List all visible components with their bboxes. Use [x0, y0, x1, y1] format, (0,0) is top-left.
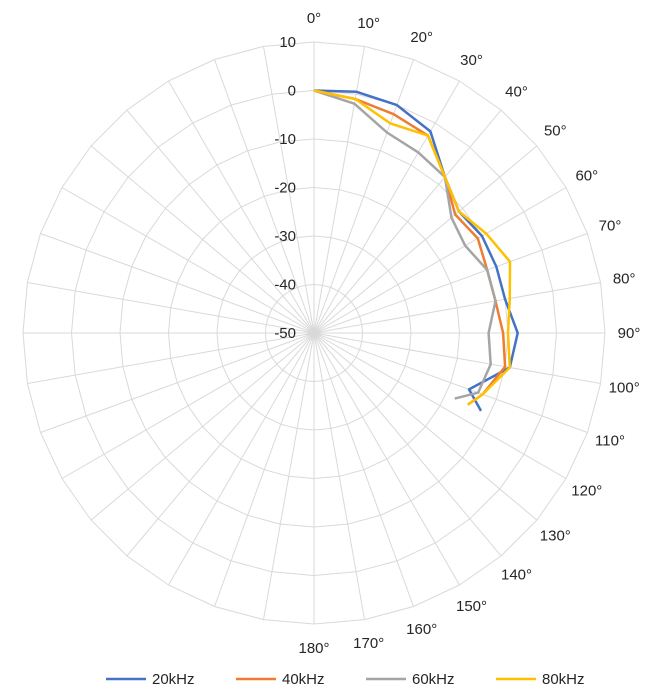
- legend-label: 20kHz: [152, 671, 195, 688]
- radial-tick-label: -30: [274, 228, 296, 245]
- radial-tick-label: -10: [274, 131, 296, 148]
- radial-tick-labels: 10 0 -10 -20 -30 -40 -50: [274, 34, 296, 342]
- angle-label: 20°: [410, 29, 433, 46]
- angle-labels: 0° 10° 20° 30° 40° 50° 60° 70° 80° 90° 100° 110° 120…: [298, 10, 640, 657]
- grid-spoke: [27, 282, 315, 334]
- grid-spoke: [126, 109, 315, 334]
- angle-label: 30°: [460, 52, 483, 69]
- series-line-20kHz: [313, 89, 519, 412]
- angle-label: 0°: [307, 10, 321, 27]
- grid-spoke: [313, 109, 502, 334]
- grid-spoke: [90, 332, 315, 521]
- series-line-40kHz: [313, 89, 507, 406]
- grid-spoke: [27, 332, 315, 384]
- radial-tick-label: -50: [274, 325, 296, 342]
- grid-spoke: [313, 145, 538, 334]
- legend-label: 60kHz: [412, 671, 455, 688]
- angle-label: 50°: [544, 123, 567, 140]
- angle-label: 60°: [575, 168, 598, 185]
- series-line-60kHz: [313, 89, 497, 400]
- grid-spoke: [313, 332, 588, 433]
- angle-label: 180°: [298, 640, 329, 657]
- grid-spoke: [214, 332, 315, 607]
- radial-tick-label: 10: [279, 34, 296, 51]
- grid-spoke: [313, 80, 460, 334]
- grid-spoke: [40, 233, 315, 334]
- grid-spoke: [313, 282, 601, 334]
- grid-spoke: [313, 332, 502, 557]
- angle-label: 150°: [456, 598, 487, 615]
- angle-label: 160°: [406, 621, 437, 638]
- grid-spoke: [313, 187, 567, 334]
- grid-spoke: [126, 332, 315, 557]
- radial-tick-label: -20: [274, 180, 296, 197]
- grid-spoke: [90, 145, 315, 334]
- grid-spoke: [313, 59, 414, 334]
- radial-tick-label: 0: [288, 83, 296, 100]
- angle-label: 100°: [609, 380, 640, 397]
- angle-label: 110°: [595, 433, 625, 450]
- angle-label: 170°: [353, 635, 384, 652]
- grid-spoke: [61, 332, 315, 479]
- angle-label: 140°: [501, 566, 532, 583]
- angle-label: 70°: [599, 217, 622, 234]
- grid-spoke: [263, 46, 315, 334]
- grid-layer: [22, 41, 606, 625]
- angle-label: 90°: [618, 325, 641, 342]
- grid-spoke: [168, 80, 315, 334]
- grid-spoke: [313, 332, 414, 607]
- grid-spoke: [313, 46, 365, 334]
- legend-label: 40kHz: [282, 671, 325, 688]
- grid-spoke: [214, 59, 315, 334]
- grid-spoke: [313, 332, 365, 620]
- angle-label: 80°: [613, 270, 636, 287]
- grid-spoke: [313, 332, 567, 479]
- series-layer: [313, 89, 519, 412]
- grid-spoke: [313, 332, 538, 521]
- angle-label: 130°: [540, 528, 571, 545]
- grid-spoke: [313, 332, 460, 586]
- grid-spoke: [313, 233, 588, 334]
- grid-spoke: [40, 332, 315, 433]
- grid-spoke: [61, 187, 315, 334]
- grid-spoke: [168, 332, 315, 586]
- angle-label: 10°: [357, 15, 380, 32]
- legend-label: 80kHz: [542, 671, 585, 688]
- grid-spoke: [313, 332, 601, 384]
- angle-label: 40°: [505, 84, 528, 101]
- angle-label: 120°: [571, 483, 602, 500]
- grid-spoke: [263, 332, 315, 620]
- series-line-80kHz: [313, 89, 512, 406]
- radial-tick-label: -40: [274, 277, 296, 294]
- legend: 20kHz 40kHz 60kHz 80kHz: [106, 671, 585, 688]
